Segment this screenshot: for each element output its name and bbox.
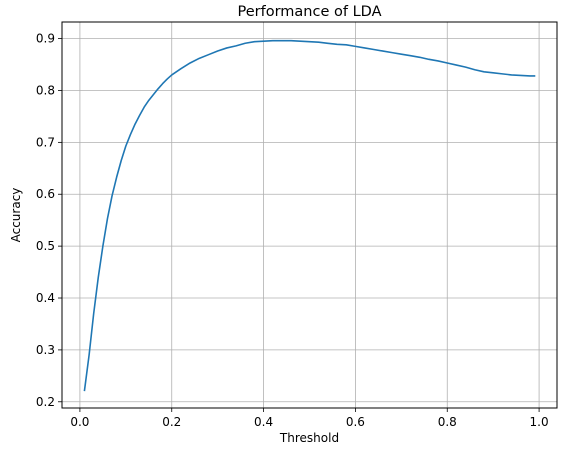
x-tick-label: 0.2: [162, 415, 181, 429]
x-axis-label: Threshold: [279, 431, 339, 445]
x-axis: 0.0 0.2 0.4 0.6 0.8 1.0: [70, 408, 549, 429]
grid-lines: [62, 22, 557, 408]
y-tick-label: 0.5: [36, 239, 55, 253]
y-tick-label: 0.4: [36, 291, 55, 305]
y-tick-label: 0.2: [36, 395, 55, 409]
series-line: [83, 39, 536, 392]
x-tick-label: 1.0: [530, 415, 549, 429]
y-tick-label: 0.6: [36, 187, 55, 201]
y-tick-label: 0.9: [36, 32, 55, 46]
y-tick-label: 0.8: [36, 83, 55, 97]
x-tick-label: 0.6: [346, 415, 365, 429]
plot-frame: [61, 21, 558, 409]
chart-title: Performance of LDA: [238, 4, 382, 20]
y-tick-label: 0.3: [36, 343, 55, 357]
y-axis: 0.2 0.3 0.4 0.5 0.6 0.7 0.8 0.9: [36, 32, 62, 409]
y-tick-label: 0.7: [36, 135, 55, 149]
x-tick-label: 0.0: [70, 415, 89, 429]
y-axis-label: Accuracy: [9, 188, 23, 243]
series-layer: [83, 39, 536, 392]
x-tick-label: 0.4: [254, 415, 273, 429]
x-tick-label: 0.8: [438, 415, 457, 429]
